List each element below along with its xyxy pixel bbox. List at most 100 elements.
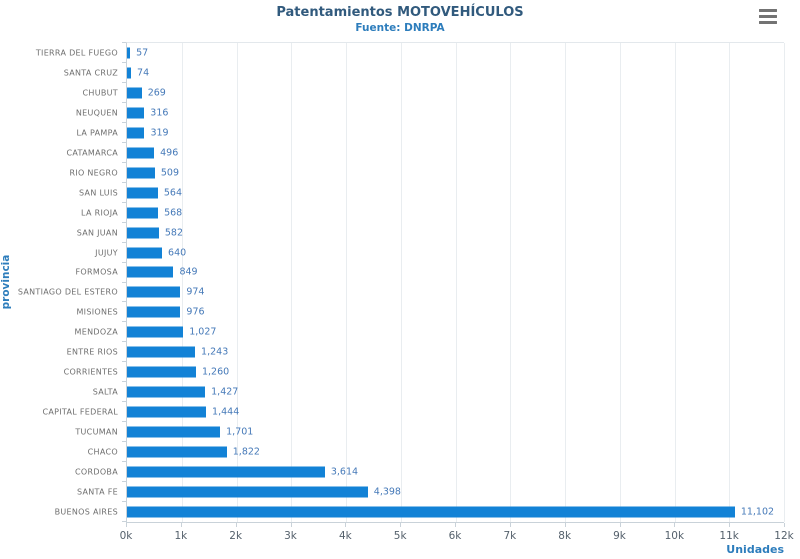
bar-row: SALTA 1,427: [93, 382, 784, 402]
category-label: JUJUY: [95, 248, 118, 257]
y-axis-tick: [122, 361, 126, 363]
category-label: SANTA FE: [76, 487, 118, 497]
bar-row: SANTA FE 4,398: [77, 482, 784, 502]
y-axis-title: provincia: [0, 254, 12, 310]
bar-row: TUCUMAN 1,701: [75, 422, 784, 442]
bar[interactable]: [127, 446, 227, 458]
value-label: 4,398: [373, 486, 401, 498]
value-label: 496: [160, 147, 179, 159]
x-axis-tick-label: 8k: [558, 530, 572, 542]
bar[interactable]: [127, 426, 221, 438]
y-axis-tick: [122, 42, 126, 43]
y-axis-tick: [122, 461, 126, 463]
value-label: 564: [163, 187, 183, 199]
x-axis-tick: [235, 523, 237, 527]
bar[interactable]: [127, 406, 207, 418]
value-label: 568: [164, 207, 183, 219]
x-axis-tick: [400, 523, 402, 527]
x-axis-tick: [729, 523, 731, 527]
chart-menu-button[interactable]: [759, 8, 779, 25]
bar[interactable]: [127, 326, 184, 338]
bar[interactable]: [127, 87, 142, 99]
bar[interactable]: [127, 207, 159, 219]
category-label: ENTRE RIOS: [66, 347, 118, 357]
category-label: SANTA CRUZ: [63, 68, 118, 78]
bar[interactable]: [127, 107, 145, 119]
bar[interactable]: [127, 167, 155, 179]
value-label: 1,260: [201, 366, 230, 378]
y-axis-tick: [122, 321, 126, 323]
category-label: RIO NEGRO: [69, 168, 118, 178]
value-label: 582: [164, 227, 183, 239]
value-label: 3,614: [330, 466, 359, 478]
x-axis-tick-label: 4k: [338, 530, 352, 542]
chart-title: Patentamientos MOTOVEHÍCULOS: [276, 5, 524, 20]
value-label: 849: [179, 266, 198, 278]
bar-row: RIO NEGRO 509: [69, 163, 784, 183]
x-axis-tick-label: 7k: [503, 530, 517, 542]
value-label: 269: [147, 87, 166, 99]
category-label: SAN JUAN: [76, 228, 118, 238]
value-label: 974: [186, 286, 205, 298]
bar[interactable]: [127, 466, 325, 478]
gridline: [729, 43, 731, 522]
category-label: LA RIOJA: [81, 208, 118, 218]
category-label: CAPITAL FEDERAL: [42, 407, 118, 417]
value-label: 316: [150, 107, 169, 119]
category-label: LA PAMPA: [76, 128, 118, 138]
bar-row: CORRIENTES 1,260: [64, 362, 784, 382]
x-axis-tick-label: 12k: [774, 530, 794, 542]
bar[interactable]: [127, 286, 181, 298]
bar[interactable]: [127, 486, 368, 498]
x-axis-tick: [126, 523, 127, 527]
gridline: [455, 43, 457, 522]
bar-row: JUJUY 640: [95, 243, 784, 263]
y-axis-tick: [122, 401, 126, 403]
bar[interactable]: [127, 227, 159, 239]
hamburger-menu-icon: [759, 15, 777, 18]
bar[interactable]: [127, 506, 735, 518]
hamburger-menu-icon: [759, 9, 777, 12]
x-axis-tick-label: 3k: [284, 530, 297, 542]
bar-row: ENTRE RIOS 1,243: [67, 342, 784, 362]
category-label: MISIONES: [76, 307, 118, 317]
y-axis-tick: [122, 141, 126, 143]
bar-row: BUENOS AIRES 11,102: [55, 502, 784, 522]
y-axis-tick: [122, 301, 126, 303]
y-axis-tick: [122, 421, 126, 423]
x-axis-tick-label: 5k: [393, 530, 407, 542]
bar[interactable]: [127, 306, 181, 318]
x-axis-tick: [619, 523, 621, 527]
x-axis-tick-label: 1k: [174, 530, 188, 542]
bar[interactable]: [127, 386, 206, 398]
y-axis-tick: [122, 101, 126, 103]
bar[interactable]: [127, 187, 158, 199]
bar-rows: TIERRA DEL FUEGO 57 SANTA CRUZ 74 CHUBUT 269 N…: [18, 43, 784, 522]
category-label: SAN LUIS: [79, 188, 118, 198]
bar[interactable]: [127, 247, 163, 258]
gridline: [619, 43, 621, 522]
y-axis-tick: [122, 81, 126, 83]
value-label: 1,243: [201, 346, 229, 358]
bar[interactable]: [127, 147, 155, 159]
bar[interactable]: [127, 346, 196, 358]
bar[interactable]: [127, 127, 145, 139]
x-axis-tick: [180, 523, 182, 527]
bar[interactable]: [127, 47, 131, 59]
bar-row: CHACO 1,822: [88, 442, 784, 462]
x-axis-tick: [345, 523, 347, 527]
y-axis-tick: [122, 521, 126, 522]
x-axis-tick: [564, 523, 566, 527]
bar[interactable]: [127, 67, 132, 79]
value-label: 1,444: [212, 406, 240, 418]
y-axis-tick: [122, 281, 126, 283]
category-label: FORMOSA: [75, 267, 118, 277]
x-axis-tick: [784, 523, 785, 527]
bar[interactable]: [127, 266, 174, 278]
bar[interactable]: [127, 366, 196, 378]
category-label: CATAMARCA: [66, 148, 118, 158]
value-label: 976: [186, 306, 205, 318]
category-label: CORDOBA: [75, 467, 118, 477]
y-axis-tick: [122, 261, 126, 263]
